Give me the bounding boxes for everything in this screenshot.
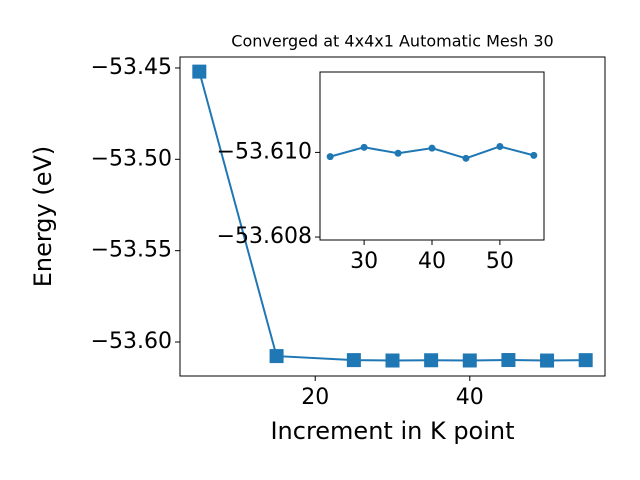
data-point <box>326 153 334 161</box>
data-point <box>496 142 504 150</box>
data-point <box>578 353 593 368</box>
data-point <box>501 353 516 368</box>
y-tick-label: −53.45 <box>91 55 172 80</box>
data-point <box>394 149 402 157</box>
plot-area <box>319 71 545 241</box>
y-tick-label: −53.60 <box>91 329 172 354</box>
y-axis-label: Energy (eV) <box>29 146 57 288</box>
y-tick-label: −53.50 <box>91 146 172 171</box>
data-point <box>346 353 361 368</box>
x-tick-label: 20 <box>301 385 329 410</box>
data-point <box>462 353 477 368</box>
data-point <box>385 353 400 368</box>
x-tick-label: 50 <box>486 249 514 274</box>
data-point <box>192 64 207 79</box>
y-tick-label: −53.608 <box>217 224 312 249</box>
x-tick-label: 30 <box>350 249 378 274</box>
data-point <box>424 353 439 368</box>
data-point <box>540 353 555 368</box>
data-point <box>269 349 284 364</box>
y-tick-label: −53.610 <box>217 139 312 164</box>
data-point <box>428 144 436 152</box>
data-point <box>360 143 368 151</box>
data-point <box>530 151 538 159</box>
x-axis-label: Increment in K point <box>270 417 514 445</box>
chart-title: Converged at 4x4x1 Automatic Mesh 30 <box>231 32 553 51</box>
data-point <box>462 154 470 162</box>
y-tick-label: −53.55 <box>91 238 172 263</box>
x-tick-label: 40 <box>456 385 484 410</box>
x-tick-label: 40 <box>418 249 446 274</box>
